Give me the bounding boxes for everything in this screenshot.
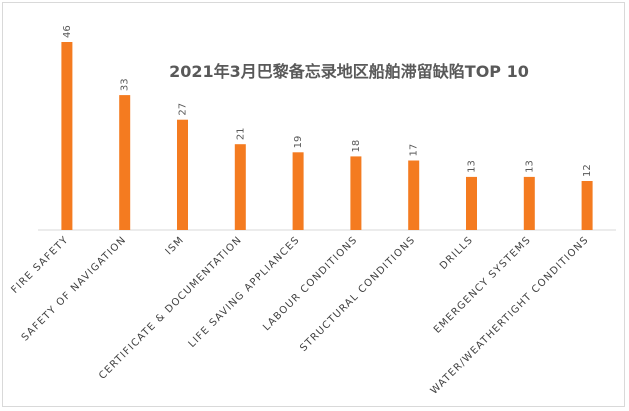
category-label-0: FIRE SAFETY xyxy=(9,234,71,296)
value-label-5: 18 xyxy=(351,140,362,153)
category-label-7: DRILLS xyxy=(438,234,476,272)
bar-8 xyxy=(523,176,535,230)
category-label-5: LABOUR CONDITIONS xyxy=(261,234,360,333)
bar-3 xyxy=(234,144,246,230)
bar-0 xyxy=(61,42,73,230)
value-label-6: 17 xyxy=(409,144,420,157)
bar-7 xyxy=(466,176,477,230)
bar-4 xyxy=(292,152,304,230)
value-label-0: 46 xyxy=(62,25,73,38)
value-label-1: 33 xyxy=(120,78,131,91)
category-label-8: EMERGENCY SYSTEMS xyxy=(432,234,533,335)
chart-title: 2021年3月巴黎备忘录地区船舶滞留缺陷TOP 10 xyxy=(169,62,529,81)
bar-1 xyxy=(119,95,131,230)
value-label-3: 21 xyxy=(235,127,246,140)
value-label-2: 27 xyxy=(178,103,189,116)
value-label-7: 13 xyxy=(467,160,478,173)
value-labels-group: 46 33 27 21 19 18 17 13 13 12 xyxy=(62,25,593,177)
bar-9 xyxy=(581,181,593,230)
value-label-9: 12 xyxy=(582,164,593,177)
bar-chart: 2021年3月巴黎备忘录地区船舶滞留缺陷TOP 10 46 33 27 21 19 18 1… xyxy=(9,25,616,397)
bars-group xyxy=(61,42,593,230)
chart-frame: 2021年3月巴黎备忘录地区船舶滞留缺陷TOP 10 46 33 27 21 19 18 1… xyxy=(2,2,625,407)
value-label-4: 19 xyxy=(293,136,304,149)
bar-2 xyxy=(177,119,188,230)
category-label-4: LIFE SAVING APPLIANCES xyxy=(187,234,303,350)
bar-5 xyxy=(350,156,362,230)
bar-6 xyxy=(408,160,420,230)
value-label-8: 13 xyxy=(524,160,535,173)
category-label-6: STRUCTURAL CONDITIONS xyxy=(298,234,418,354)
category-label-2: ISM xyxy=(164,234,187,257)
category-label-1: SAFETY OF NAVIGATION xyxy=(20,234,129,343)
